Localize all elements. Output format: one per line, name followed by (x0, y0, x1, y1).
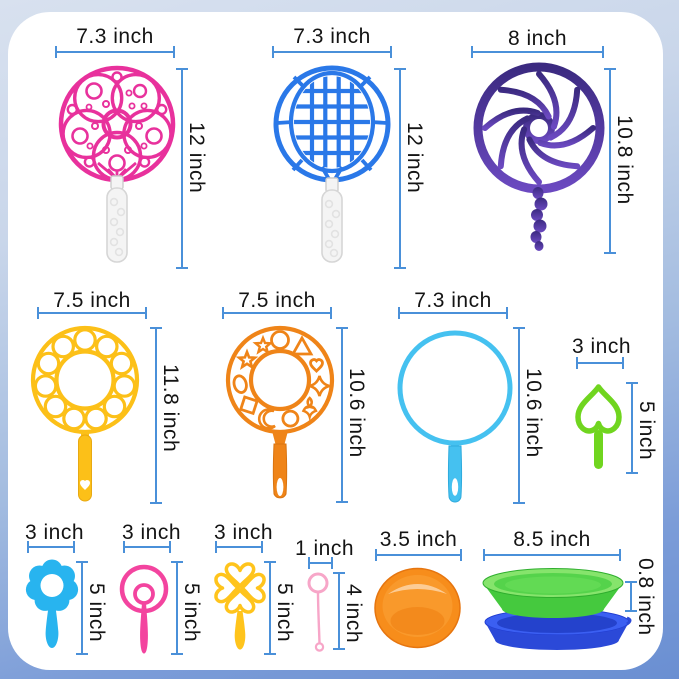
height-measure-line-purple-pinwheel-wand (604, 68, 616, 254)
height-measure-line-yellow-clover-wand (264, 561, 276, 655)
mini-pink-wand-graphic (307, 572, 329, 652)
green-spade-wand-graphic (575, 384, 622, 469)
height-label-pink-ring-wand: 5 inch (180, 583, 203, 643)
blue-flower-wand-graphic (25, 559, 79, 648)
height-measure-line-green-spade-wand (626, 382, 638, 474)
purple-pinwheel-wand-graphic (473, 62, 605, 251)
width-label-orange-shapes-wand: 7.5 inch (238, 289, 316, 312)
width-label-blue-flower-wand: 3 inch (25, 521, 85, 544)
height-label-green-spade-wand: 5 inch (635, 401, 658, 461)
height-measure-line-orange-shapes-wand (336, 327, 348, 503)
width-label-yellow-ring-wand: 7.5 inch (53, 289, 131, 312)
width-measure-line-blue-circle-wand (398, 307, 508, 319)
orange-tray-graphic (374, 567, 461, 649)
height-label-blue-circle-wand: 10.6 inch (522, 368, 545, 458)
width-measure-line-tray-stack (483, 549, 621, 561)
height-label-mini-pink-wand: 4 inch (342, 584, 365, 644)
height-measure-line-pink-ring-wand (171, 561, 183, 655)
height-label-yellow-clover-wand: 5 inch (273, 583, 296, 643)
height-measure-line-tray-stack (625, 581, 637, 612)
width-measure-line-pink-ornate-wand (55, 46, 175, 58)
width-label-pink-ornate-wand: 7.3 inch (76, 25, 154, 48)
width-label-tray-stack: 8.5 inch (513, 528, 591, 551)
width-measure-line-yellow-clover-wand (215, 541, 263, 553)
width-label-blue-grid-wand: 7.3 inch (293, 25, 371, 48)
yellow-ring-wand-graphic (30, 325, 140, 502)
width-label-pink-ring-wand: 3 inch (122, 521, 182, 544)
width-measure-line-mini-pink-wand (308, 557, 333, 569)
height-measure-line-blue-grid-wand (394, 68, 406, 269)
pink-ring-wand-graphic (119, 564, 169, 654)
height-measure-line-blue-flower-wand (76, 561, 88, 655)
width-label-orange-tray: 3.5 inch (379, 528, 458, 551)
width-label-mini-pink-wand: 1 inch (295, 537, 355, 560)
tray-stack-graphic (482, 568, 632, 650)
width-measure-line-orange-shapes-wand (222, 307, 332, 319)
height-label-purple-pinwheel-wand: 10.8 inch (613, 115, 636, 205)
width-label-blue-circle-wand: 7.3 inch (414, 289, 492, 312)
height-label-tray-stack: 0.8 inch (634, 558, 657, 636)
orange-shapes-wand-graphic (225, 325, 335, 499)
width-measure-line-orange-tray (375, 549, 462, 561)
height-measure-line-mini-pink-wand (333, 572, 345, 650)
blue-circle-wand-graphic (397, 330, 513, 503)
width-label-yellow-clover-wand: 3 inch (214, 521, 274, 544)
height-label-pink-ornate-wand: 12 inch (185, 122, 208, 194)
height-label-blue-grid-wand: 12 inch (403, 122, 426, 194)
width-measure-line-blue-grid-wand (272, 46, 392, 58)
height-measure-line-yellow-ring-wand (150, 327, 162, 504)
blue-grid-wand-graphic (273, 65, 391, 263)
width-measure-line-blue-flower-wand (27, 541, 75, 553)
height-measure-line-pink-ornate-wand (176, 68, 188, 269)
pink-ornate-wand-graphic (58, 65, 176, 263)
width-measure-line-purple-pinwheel-wand (471, 46, 604, 58)
yellow-clover-wand-graphic (214, 562, 266, 650)
height-label-blue-flower-wand: 5 inch (85, 583, 108, 643)
width-measure-line-yellow-ring-wand (37, 307, 147, 319)
width-measure-line-pink-ring-wand (123, 541, 171, 553)
height-measure-line-blue-circle-wand (513, 327, 525, 504)
width-measure-line-green-spade-wand (576, 357, 624, 369)
height-label-orange-shapes-wand: 10.6 inch (345, 368, 368, 458)
width-label-purple-pinwheel-wand: 8 inch (507, 27, 568, 50)
height-label-yellow-ring-wand: 11.8 inch (159, 364, 182, 453)
width-label-green-spade-wand: 3 inch (572, 335, 632, 358)
